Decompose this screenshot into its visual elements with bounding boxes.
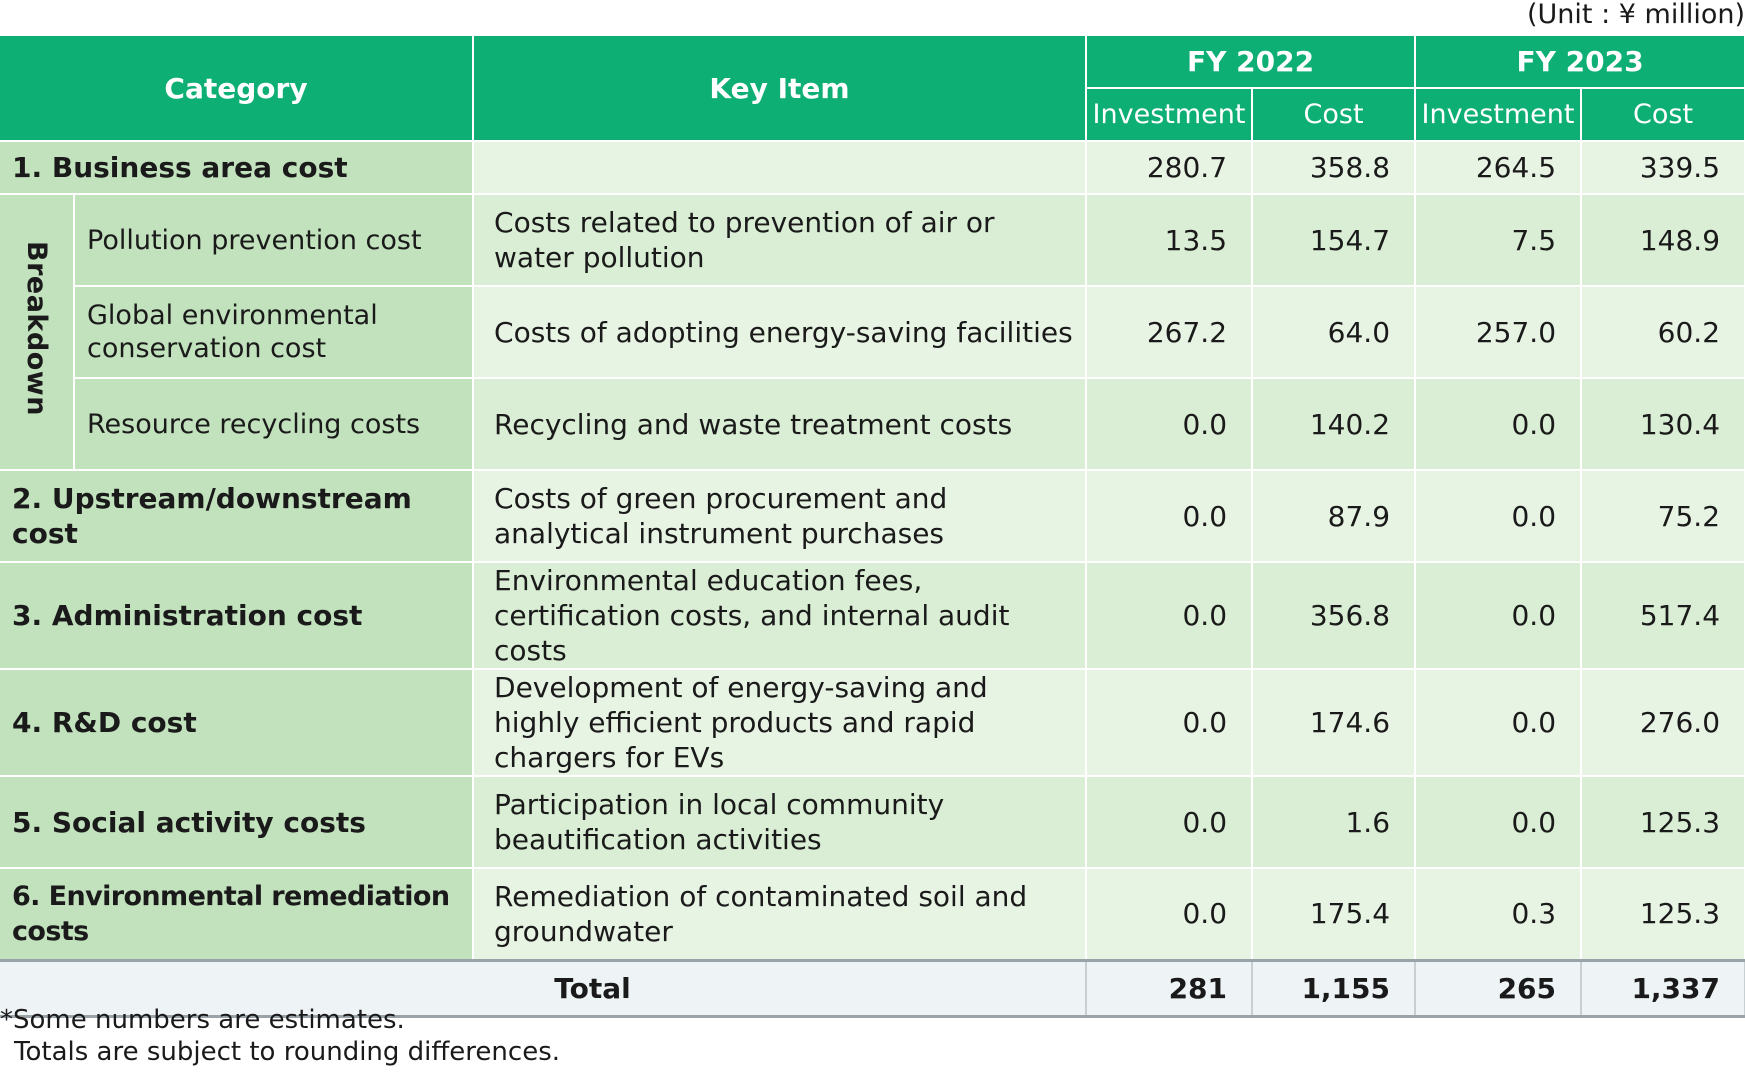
- header-key-item: Key Item: [473, 36, 1088, 142]
- breakdown-label-cell: Breakdown: [0, 194, 75, 471]
- fy2022-investment-cell: 267.2: [1086, 286, 1254, 379]
- environmental-cost-table: Category Key Item FY 2022 FY 2023 Invest…: [0, 36, 1745, 1018]
- fy2022-investment-cell: 0.0: [1086, 562, 1254, 670]
- fy2023-investment-cell: 0.0: [1415, 470, 1583, 563]
- category-cell: 5. Social activity costs: [0, 776, 475, 869]
- table-row: 4. R&D cost Development of energy-saving…: [0, 669, 1745, 777]
- total-label: Total: [0, 958, 1088, 1018]
- category-cell: 1. Business area cost: [0, 141, 475, 195]
- category-cell: 3. Administration cost: [0, 562, 475, 670]
- table-row: 5. Social activity costs Participation i…: [0, 776, 1745, 869]
- header-fy2022-investment: Investment: [1086, 88, 1254, 142]
- fy2022-investment-cell: 280.7: [1086, 141, 1254, 195]
- key-item-cell: [473, 141, 1088, 195]
- unit-note: (Unit : ¥ million): [1527, 0, 1745, 30]
- footnotes: *Some numbers are estimates. Totals are …: [0, 1004, 560, 1068]
- key-item-cell: Remediation of contaminated soil and gro…: [473, 868, 1088, 961]
- fy2022-investment-cell: 13.5: [1086, 194, 1254, 287]
- fy2022-cost-cell: 1.6: [1252, 776, 1417, 869]
- total-fy2023-cost: 1,337: [1581, 958, 1745, 1018]
- fy2023-cost-cell: 130.4: [1581, 378, 1745, 471]
- table-row: 3. Administration cost Environmental edu…: [0, 562, 1745, 670]
- category-cell: 2. Upstream/downstream cost: [0, 470, 475, 563]
- fy2023-investment-cell: 0.3: [1415, 868, 1583, 961]
- fy2022-investment-cell: 0.0: [1086, 776, 1254, 869]
- total-fy2023-investment: 265: [1415, 958, 1583, 1018]
- fy2022-investment-cell: 0.0: [1086, 378, 1254, 471]
- category-cell: 4. R&D cost: [0, 669, 475, 777]
- fy2023-investment-cell: 0.0: [1415, 669, 1583, 777]
- subcategory-cell: Global environmental conservation cost: [74, 286, 475, 379]
- key-item-cell: Participation in local community beautif…: [473, 776, 1088, 869]
- fy2023-investment-cell: 0.0: [1415, 776, 1583, 869]
- fy2022-cost-cell: 154.7: [1252, 194, 1417, 287]
- fy2023-cost-cell: 148.9: [1581, 194, 1745, 287]
- key-item-cell: Costs of adopting energy-saving faciliti…: [473, 286, 1088, 379]
- footnote-rounding: Totals are subject to rounding differenc…: [14, 1037, 560, 1067]
- table-row: Resource recycling costs Recycling and w…: [0, 378, 1745, 471]
- fy2022-cost-cell: 356.8: [1252, 562, 1417, 670]
- header-fy2022: FY 2022: [1086, 36, 1417, 89]
- fy2023-cost-cell: 125.3: [1581, 776, 1745, 869]
- header-fy2023: FY 2023: [1415, 36, 1745, 89]
- fy2023-cost-cell: 339.5: [1581, 141, 1745, 195]
- category-cell: 6. Environmental remediation costs: [0, 868, 475, 961]
- fy2022-cost-cell: 140.2: [1252, 378, 1417, 471]
- fy2023-cost-cell: 60.2: [1581, 286, 1745, 379]
- fy2022-investment-cell: 0.0: [1086, 868, 1254, 961]
- fy2023-investment-cell: 264.5: [1415, 141, 1583, 195]
- fy2023-cost-cell: 125.3: [1581, 868, 1745, 961]
- header-category: Category: [0, 36, 475, 142]
- table-row: 1. Business area cost 280.7 358.8 264.5 …: [0, 141, 1745, 195]
- total-row: Total 281 1,155 265 1,337: [0, 958, 1745, 1018]
- fy2022-investment-cell: 0.0: [1086, 669, 1254, 777]
- key-item-cell: Development of energy-saving and highly …: [473, 669, 1088, 777]
- total-fy2022-investment: 281: [1086, 958, 1254, 1018]
- table-row: 2. Upstream/downstream cost Costs of gre…: [0, 470, 1745, 563]
- table-row: 6. Environmental remediation costs Remed…: [0, 868, 1745, 961]
- subcategory-cell: Pollution prevention cost: [74, 194, 475, 287]
- breakdown-label: Breakdown: [21, 240, 52, 416]
- table-row: Global environmental conservation cost C…: [0, 286, 1745, 379]
- header-fy2023-investment: Investment: [1415, 88, 1583, 142]
- fy2023-cost-cell: 517.4: [1581, 562, 1745, 670]
- fy2023-investment-cell: 0.0: [1415, 562, 1583, 670]
- fy2022-cost-cell: 87.9: [1252, 470, 1417, 563]
- key-item-cell: Recycling and waste treatment costs: [473, 378, 1088, 471]
- fy2023-cost-cell: 276.0: [1581, 669, 1745, 777]
- key-item-cell: Environmental education fees, certificat…: [473, 562, 1088, 670]
- fy2023-investment-cell: 257.0: [1415, 286, 1583, 379]
- table-row: Breakdown Pollution prevention cost Cost…: [0, 194, 1745, 471]
- fy2023-investment-cell: 7.5: [1415, 194, 1583, 287]
- fy2022-cost-cell: 358.8: [1252, 141, 1417, 195]
- fy2022-investment-cell: 0.0: [1086, 470, 1254, 563]
- header-fy2023-cost: Cost: [1581, 88, 1745, 142]
- footnote-estimates: *Some numbers are estimates.: [0, 1005, 405, 1035]
- fy2023-cost-cell: 75.2: [1581, 470, 1745, 563]
- fy2022-cost-cell: 64.0: [1252, 286, 1417, 379]
- fy2022-cost-cell: 174.6: [1252, 669, 1417, 777]
- key-item-cell: Costs related to prevention of air or wa…: [473, 194, 1088, 287]
- header-fy2022-cost: Cost: [1252, 88, 1417, 142]
- subcategory-cell: Resource recycling costs: [74, 378, 475, 471]
- total-fy2022-cost: 1,155: [1252, 958, 1417, 1018]
- fy2023-investment-cell: 0.0: [1415, 378, 1583, 471]
- key-item-cell: Costs of green procurement and analytica…: [473, 470, 1088, 563]
- fy2022-cost-cell: 175.4: [1252, 868, 1417, 961]
